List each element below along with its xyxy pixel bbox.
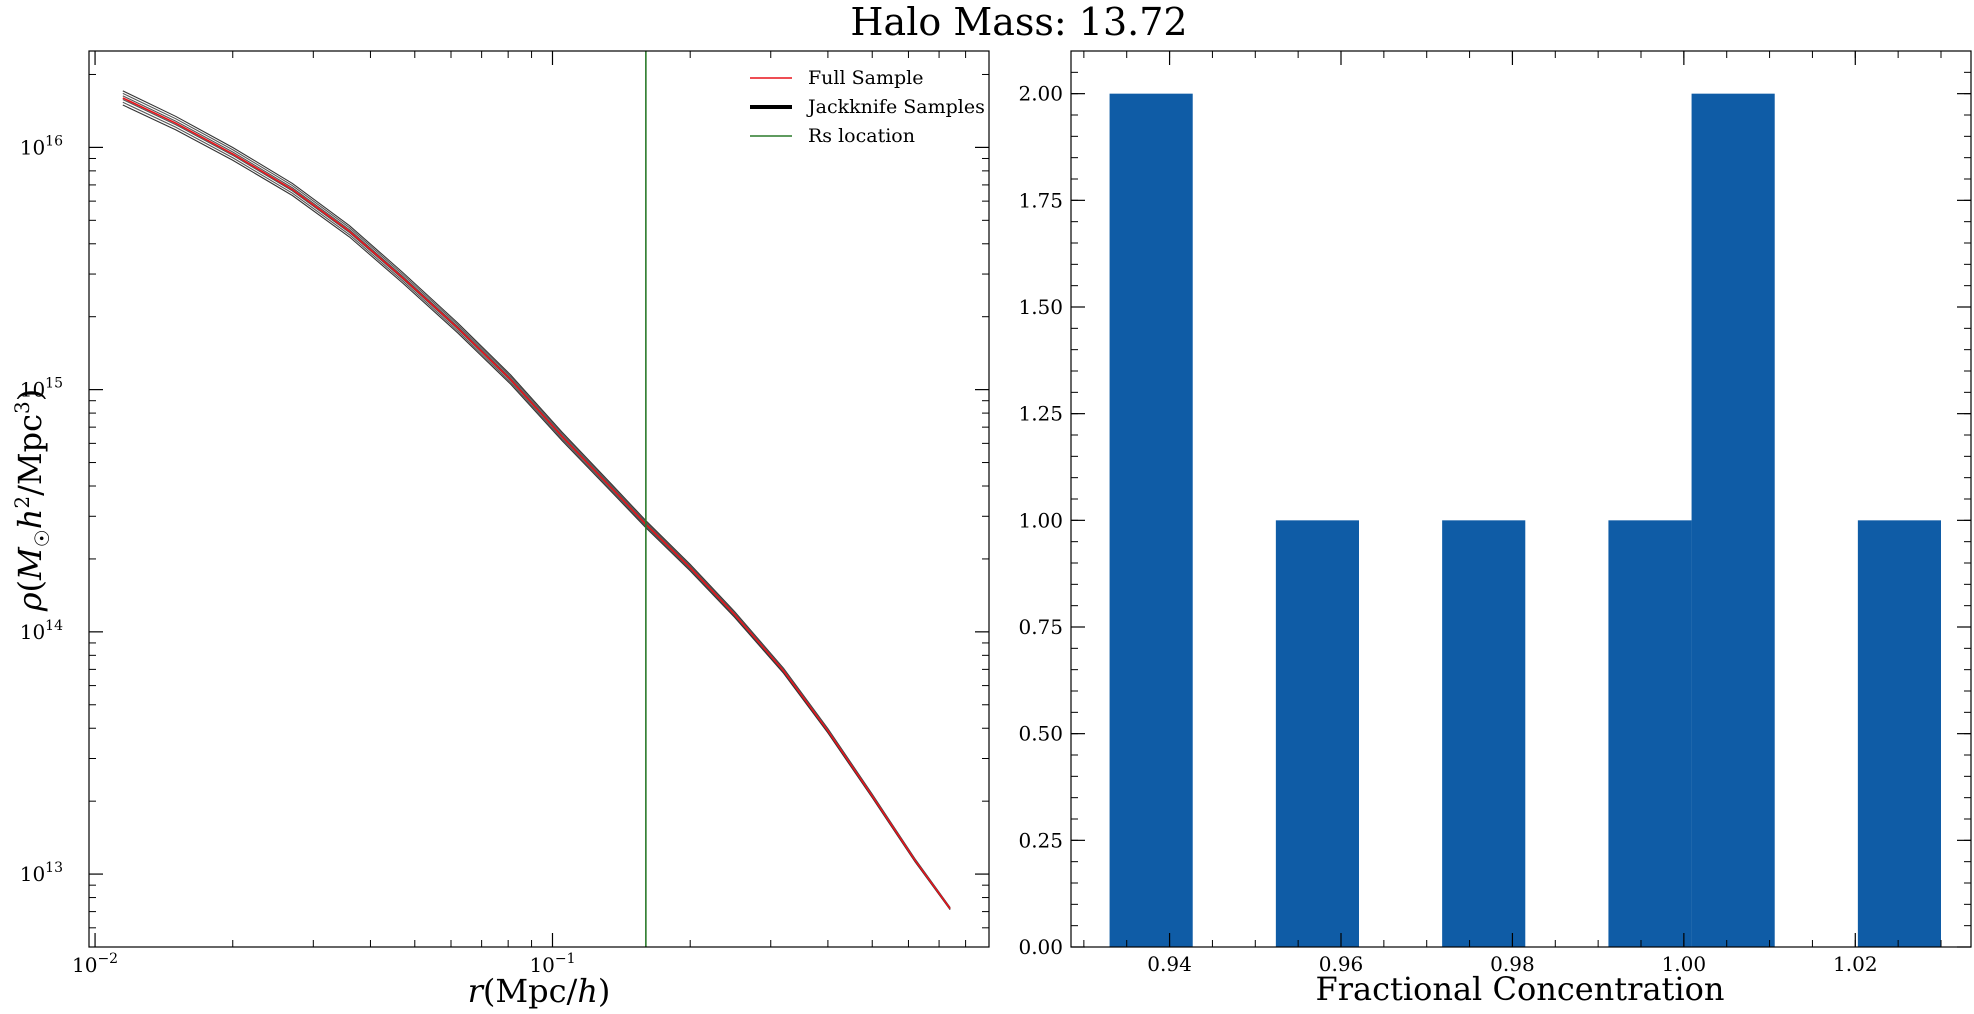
x-tick-label: 1.00 xyxy=(1662,952,1707,976)
x-tick-label: 0.98 xyxy=(1490,952,1535,976)
jackknife-sample-line xyxy=(122,99,951,910)
y-tick-label: 1.50 xyxy=(1018,295,1063,319)
jackknife-sample-line xyxy=(122,90,951,908)
histogram-bar xyxy=(1275,520,1359,947)
histogram-bar xyxy=(1442,520,1526,947)
left-major-ticks xyxy=(89,51,989,947)
right-axes-frame xyxy=(1070,50,1972,948)
figure-title: Halo Mass: 13.72 xyxy=(850,0,1187,44)
y-tick-label: 1014 xyxy=(20,618,63,644)
jackknife-sample-line xyxy=(122,95,951,909)
right-tick-labels: 0.94 0.96 0.98 1.00 1.02 0.00 0.25 0.50 0.75 1.00… xyxy=(1018,82,1877,976)
y-tick-label: 1.25 xyxy=(1018,402,1063,426)
x-tick-label: 0.94 xyxy=(1147,952,1192,976)
full-sample-line xyxy=(122,97,951,910)
y-tick-label: 0.00 xyxy=(1018,935,1063,959)
jackknife-sample-line xyxy=(122,92,951,909)
y-tick-label: 1016 xyxy=(20,133,63,159)
x-tick-label: 1.02 xyxy=(1833,952,1878,976)
y-tick-label: 1.75 xyxy=(1018,188,1063,212)
y-tick-label: 0.75 xyxy=(1018,615,1063,639)
histogram-bar xyxy=(1109,93,1193,947)
legend-label: Rs location xyxy=(808,125,915,147)
x-tick-label: 10−2 xyxy=(72,951,118,977)
left-minor-ticks xyxy=(89,51,989,947)
right-xlabel: Fractional Concentration xyxy=(1316,970,1725,1008)
legend-label: Jackknife Samples xyxy=(806,96,985,118)
profile-lines xyxy=(122,51,951,947)
y-tick-label: 1013 xyxy=(20,860,63,886)
histogram-bar xyxy=(1608,520,1692,947)
jackknife-sample-line xyxy=(122,101,951,910)
y-tick-label: 2.00 xyxy=(1018,82,1063,106)
histogram-bar xyxy=(1857,520,1941,947)
legend: Full Sample Jackknife Samples Rs location xyxy=(750,67,985,147)
legend-label: Full Sample xyxy=(808,67,923,89)
left-ylabel: ρ(M☉h2/Mpc3) xyxy=(10,389,54,613)
y-tick-label: 1.00 xyxy=(1018,508,1063,532)
left-axes-frame xyxy=(88,50,990,948)
jackknife-sample-line xyxy=(122,104,951,910)
left-xlabel: r(Mpc/h) xyxy=(468,972,611,1010)
y-tick-label: 0.25 xyxy=(1018,828,1063,852)
x-tick-label: 0.96 xyxy=(1319,952,1364,976)
y-tick-label: 0.50 xyxy=(1018,722,1063,746)
histogram-bar xyxy=(1691,93,1775,947)
histogram-bars xyxy=(1109,93,1941,947)
concentration-histogram-panel: 0.94 0.96 0.98 1.00 1.02 0.00 0.25 0.50 0.75 1.00… xyxy=(1018,50,1972,1008)
